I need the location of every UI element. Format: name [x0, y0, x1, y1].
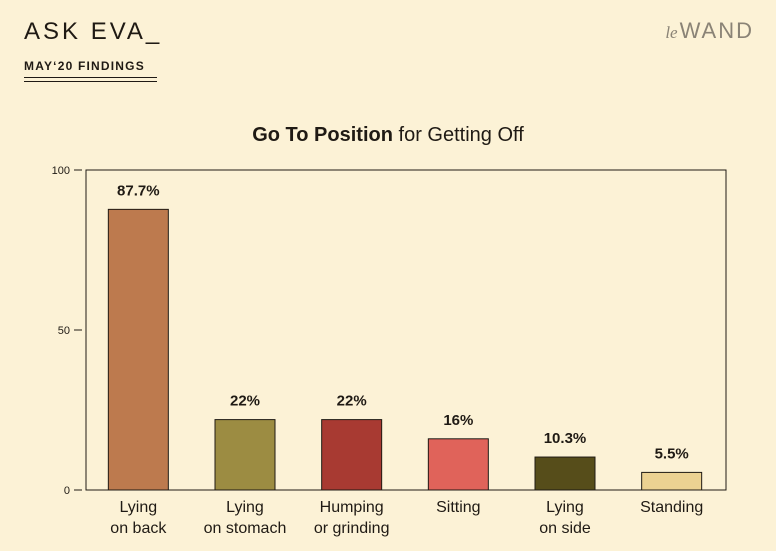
logo-word: WAND	[679, 18, 754, 43]
category-label-0-line-0: Lying	[120, 499, 158, 516]
category-label-5-line-0: Standing	[640, 499, 703, 516]
chart-title-bold: Go To Position	[252, 124, 393, 146]
category-label-2-line-1: or grinding	[314, 520, 390, 537]
data-label-0: 87.7%	[117, 182, 160, 199]
subtitle-text: MAY‘20 FINDINGS	[24, 59, 145, 73]
y-tick-label-50: 50	[58, 325, 70, 337]
category-labels-group: Lying on back Lying on stomach Humping or gri…	[110, 499, 703, 537]
data-label-1: 22%	[230, 393, 260, 410]
bar-4	[534, 456, 596, 491]
data-label-4: 10.3%	[544, 430, 587, 447]
category-label-3-line-0: Sitting	[436, 499, 480, 516]
y-tick-label-100: 100	[52, 165, 70, 177]
data-labels-group: 87.7% 22% 22% 16% 10.3% 5.5%	[117, 182, 689, 462]
subtitle-underline	[24, 77, 157, 78]
bar-1	[214, 419, 276, 491]
category-label-4-line-0: Lying	[546, 499, 584, 516]
bar-2	[321, 419, 383, 491]
findings-subtitle: MAY‘20 FINDINGS	[24, 59, 157, 82]
plot-frame	[85, 169, 727, 491]
category-label-4-line-1: on side	[539, 520, 591, 537]
subtitle-underline-second	[24, 81, 157, 82]
bar-3	[427, 438, 489, 491]
category-label-1-line-1: on stomach	[204, 520, 287, 537]
bar-5	[641, 471, 703, 491]
chart-title-rest: for Getting Off	[398, 124, 524, 146]
lewand-logo: leWAND	[665, 18, 754, 44]
y-axis: 0 50 100	[52, 165, 82, 497]
data-label-5: 5.5%	[655, 445, 689, 462]
bars-group	[107, 208, 703, 491]
category-label-2-line-0: Humping	[320, 499, 384, 516]
y-tick-label-0: 0	[64, 485, 70, 497]
data-label-3: 16%	[443, 412, 473, 429]
category-label-0-line-1: on back	[110, 520, 167, 537]
brand-title: ASK EVA_	[24, 18, 163, 45]
logo-prefix: le	[665, 23, 678, 42]
chart-title: Go To Position for Getting Off	[0, 124, 776, 147]
category-label-1-line-0: Lying	[226, 499, 264, 516]
bar-0	[107, 208, 169, 491]
data-label-2: 22%	[337, 393, 367, 410]
